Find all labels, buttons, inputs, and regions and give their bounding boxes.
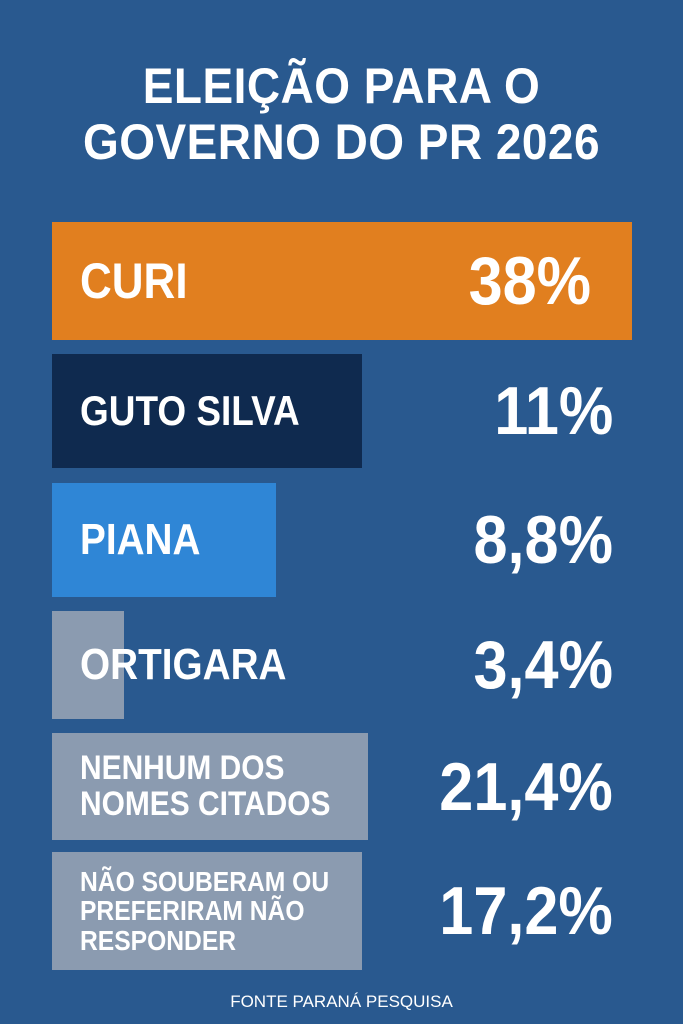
bar-label: PIANA — [80, 514, 201, 564]
bar — [52, 354, 362, 468]
bar — [52, 733, 368, 840]
bar-label: ORTIGARA — [80, 639, 287, 689]
bar-label: NENHUM DOS NOMES CITADOS — [80, 748, 331, 823]
bar-label: NÃO SOUBERAM OU PREFERIRAM NÃO RESPONDER — [80, 865, 330, 956]
bar — [52, 611, 124, 719]
bar-row: CURI 38% — [0, 222, 683, 340]
bar-row: PIANA 8,8% — [0, 483, 683, 597]
bar-row: NÃO SOUBERAM OU PREFERIRAM NÃO RESPONDER… — [0, 852, 683, 970]
source-note: FONTE PARANÁ PESQUISA — [230, 992, 453, 1011]
value-label: 21,4% — [439, 748, 613, 825]
title-line-2: GOVERNO DO PR 2026 — [82, 114, 601, 170]
bar-row: NENHUM DOS NOMES CITADOS 21,4% — [0, 733, 683, 840]
value-label: 17,2% — [439, 873, 613, 949]
value-label: 8,8% — [473, 502, 614, 578]
bar-row: ORTIGARA 3,4% — [0, 611, 683, 719]
bar-row: GUTO SILVA 11% — [0, 354, 683, 468]
title-line-1: ELEIÇÃO PARA O — [142, 58, 541, 114]
value-label: 11% — [493, 373, 613, 449]
bar-label: CURI — [80, 252, 188, 309]
bar-label: GUTO SILVA — [80, 386, 300, 434]
chart-title: ELEIÇÃO PARA O GOVERNO DO PR 2026 — [0, 58, 683, 170]
value-label: 38% — [468, 243, 591, 319]
bar — [52, 483, 276, 597]
bar — [52, 222, 632, 340]
value-label: 3,4% — [473, 627, 614, 703]
bar — [52, 852, 362, 970]
